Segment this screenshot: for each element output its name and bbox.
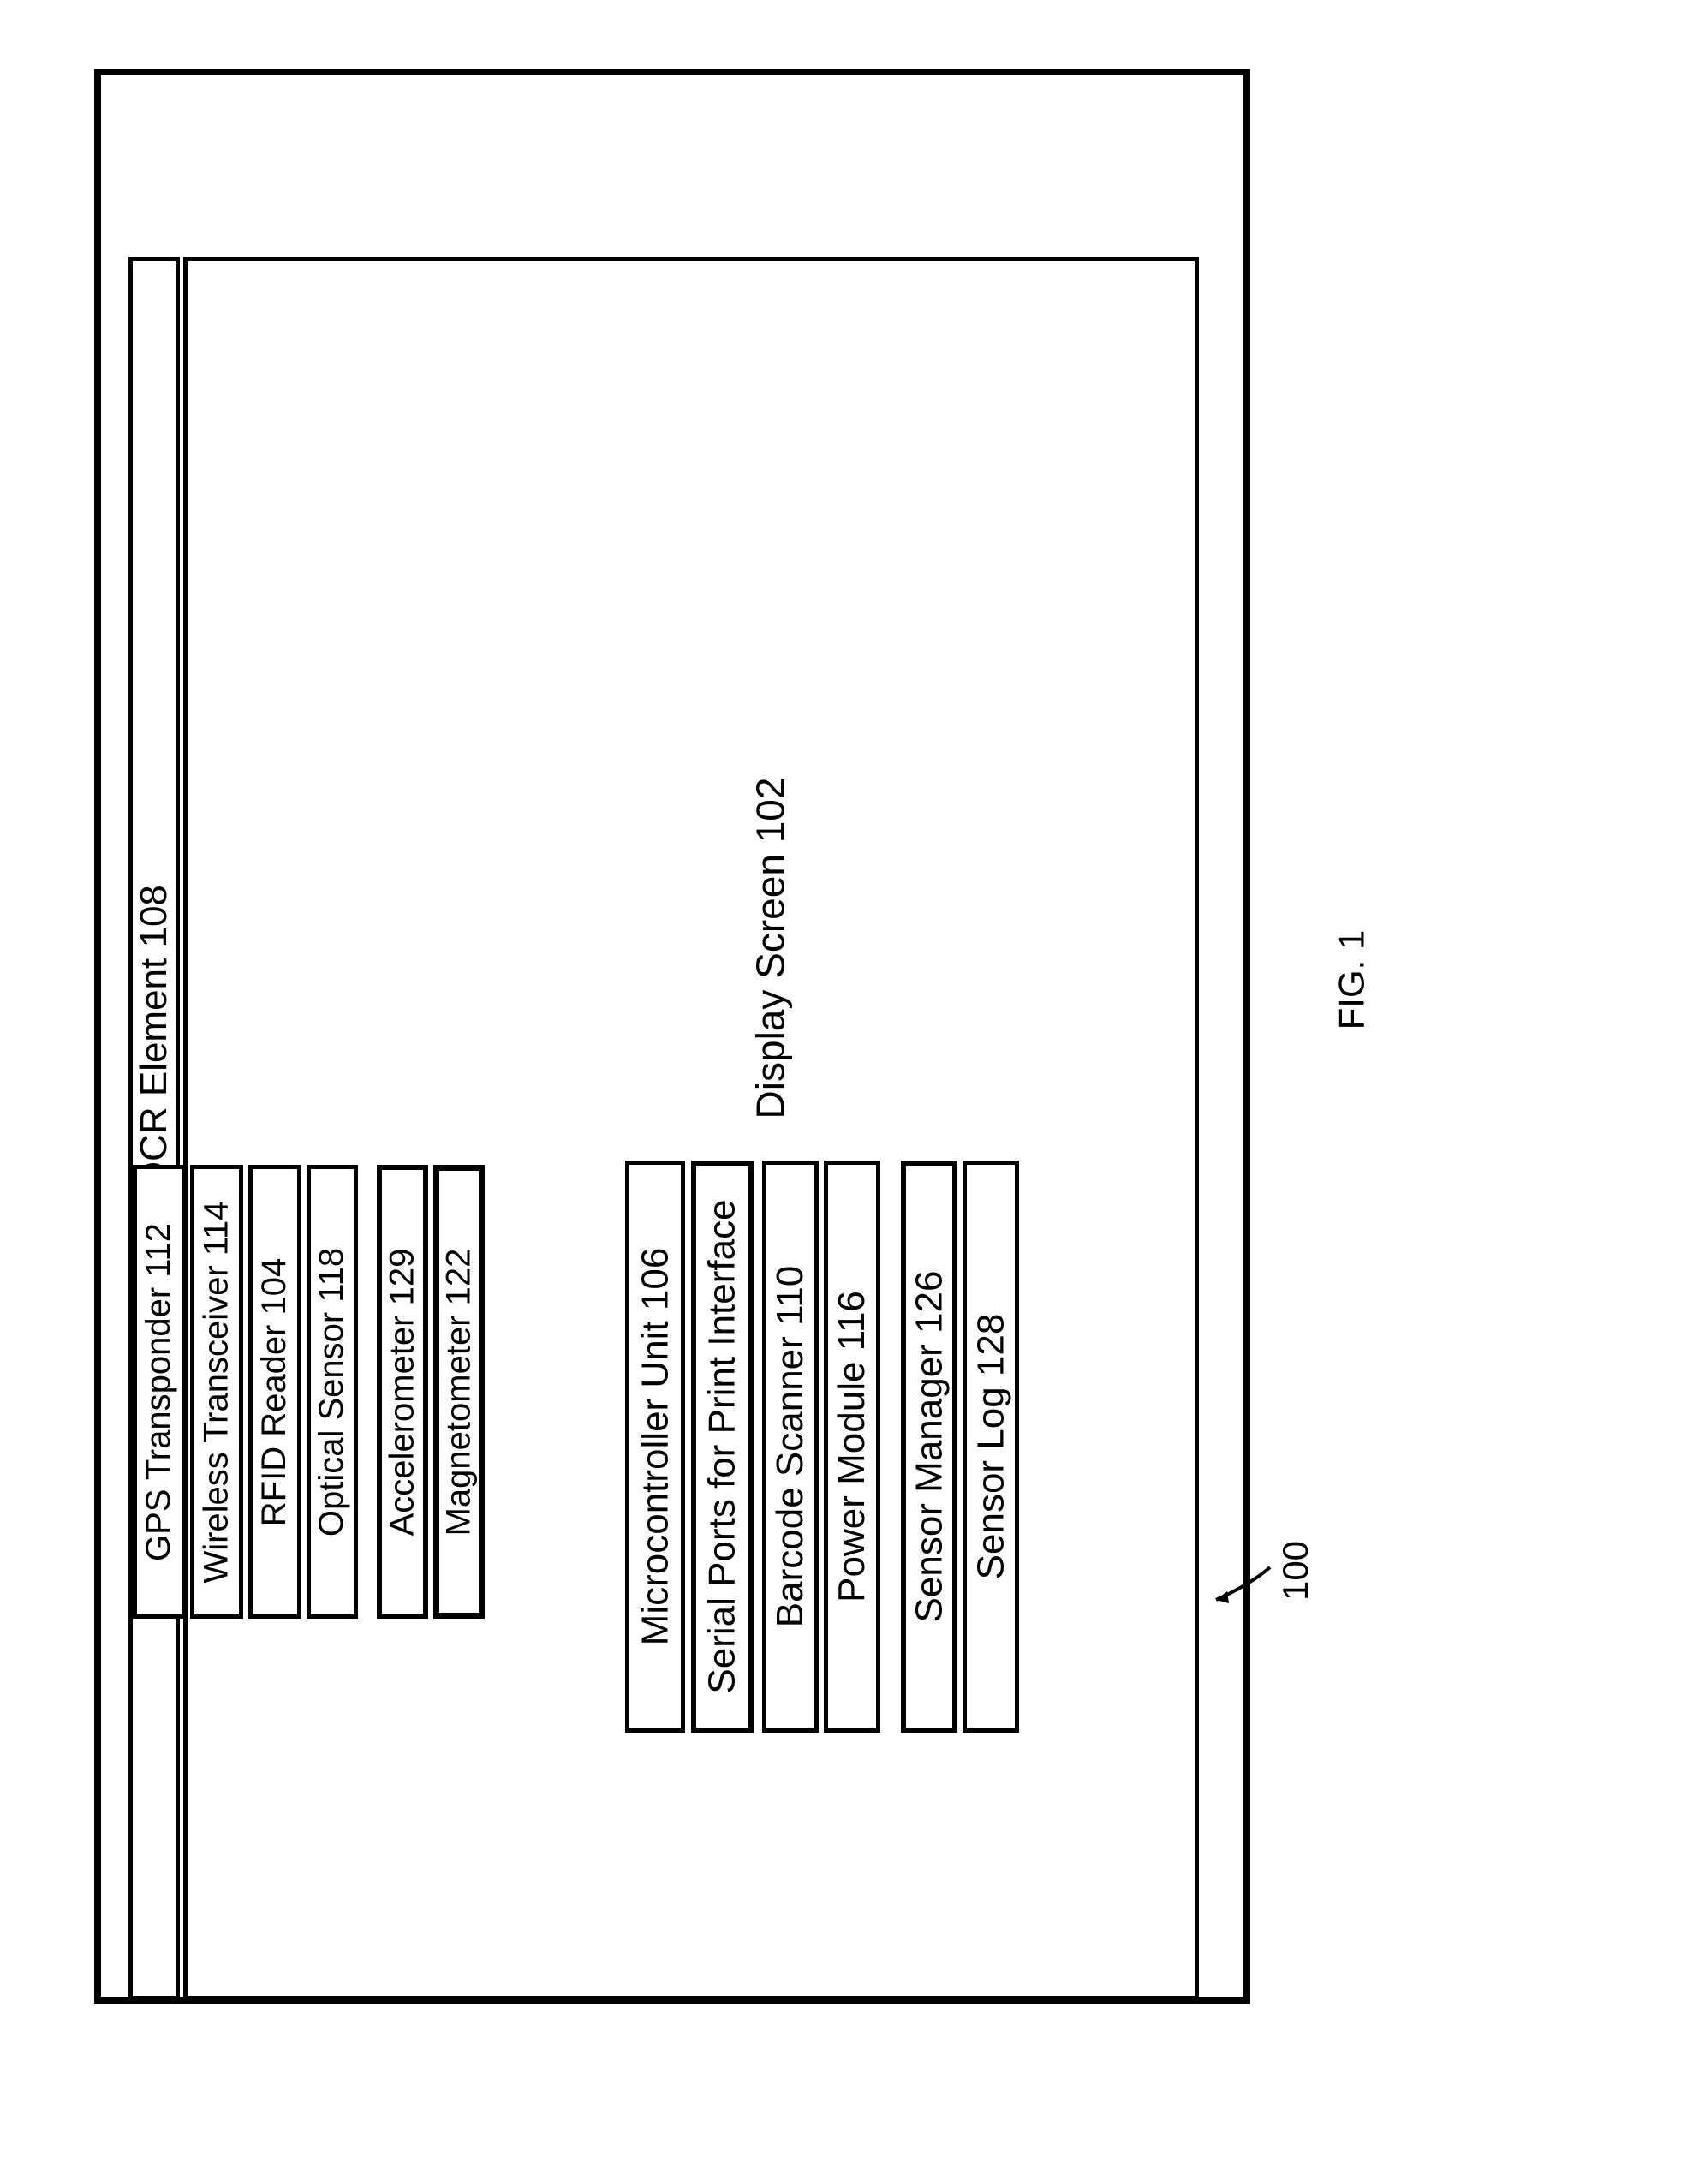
sensor-manager-box: Sensor Manager 126 bbox=[901, 1161, 957, 1733]
rfid-reader-box: RFID Reader 104 bbox=[248, 1165, 301, 1619]
figure-label: FIG. 1 bbox=[1331, 930, 1372, 1030]
microcontroller-label: Microcontroller Unit 106 bbox=[634, 1248, 677, 1646]
power-module-label: Power Module 116 bbox=[831, 1291, 873, 1602]
sensor-log-box: Sensor Log 128 bbox=[963, 1161, 1019, 1733]
display-screen-box bbox=[183, 257, 1199, 2001]
serial-ports-label: Serial Ports for Print Interface bbox=[701, 1199, 744, 1693]
magnetometer-label: Magnetometer 122 bbox=[440, 1248, 479, 1536]
accelerometer-label: Accelerometer 129 bbox=[384, 1248, 422, 1536]
serial-ports-box: Serial Ports for Print Interface bbox=[691, 1161, 754, 1733]
optical-sensor-box: Optical Sensor 118 bbox=[307, 1165, 358, 1619]
gps-transponder-box: GPS Transponder 112 bbox=[133, 1165, 186, 1619]
gps-transponder-label: GPS Transponder 112 bbox=[140, 1222, 179, 1560]
optical-sensor-label: Optical Sensor 118 bbox=[313, 1247, 352, 1536]
wireless-transceiver-label: Wireless Transceiver 114 bbox=[198, 1201, 236, 1583]
sensor-log-label: Sensor Log 128 bbox=[969, 1314, 1012, 1580]
accelerometer-box: Accelerometer 129 bbox=[377, 1165, 428, 1619]
display-screen-label: Display Screen 102 bbox=[747, 778, 793, 1119]
barcode-scanner-box: Barcode Scanner 110 bbox=[762, 1161, 819, 1733]
rfid-reader-label: RFID Reader 104 bbox=[256, 1257, 295, 1525]
microcontroller-box: Microcontroller Unit 106 bbox=[625, 1161, 685, 1733]
processor-ocr-box: Processor-OCR Element 108 bbox=[128, 257, 180, 2001]
magnetometer-box: Magnetometer 122 bbox=[433, 1165, 485, 1619]
reference-100: 100 bbox=[1275, 1541, 1316, 1601]
sensor-manager-label: Sensor Manager 126 bbox=[908, 1271, 951, 1623]
wireless-transceiver-box: Wireless Transceiver 114 bbox=[190, 1165, 243, 1619]
barcode-scanner-label: Barcode Scanner 110 bbox=[769, 1266, 812, 1627]
leader-arrow bbox=[1203, 1559, 1280, 1619]
power-module-box: Power Module 116 bbox=[824, 1161, 880, 1733]
